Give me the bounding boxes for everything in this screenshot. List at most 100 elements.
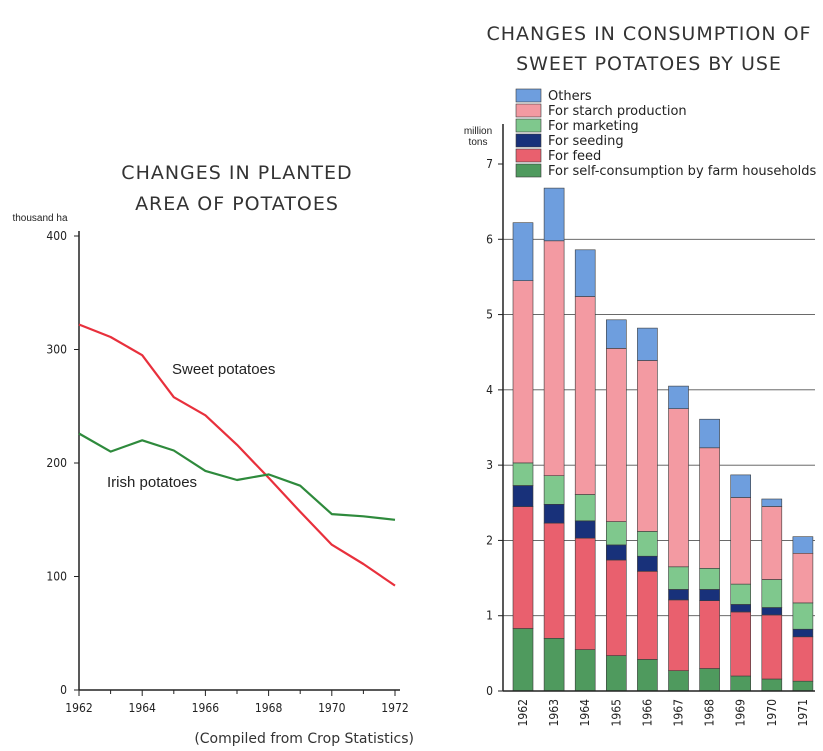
left-y-tick-label: 100	[46, 570, 67, 584]
bar-stack	[793, 537, 813, 691]
bar-segment	[669, 671, 689, 691]
bar-segment	[606, 348, 626, 521]
bar-segment	[575, 521, 595, 538]
legend-swatch	[516, 149, 541, 162]
bar-segment	[513, 463, 533, 486]
bar-segment	[793, 537, 813, 554]
bar-segment	[575, 250, 595, 297]
sweet-potatoes-label: Sweet potatoes	[172, 361, 275, 378]
left-x-tick-label: 1968	[255, 701, 283, 715]
bar-stack	[669, 386, 689, 691]
left-chart-title-line1: CHANGES IN PLANTED	[121, 162, 352, 184]
bar-segment	[513, 486, 533, 507]
bar-segment	[513, 507, 533, 629]
bar-segment	[575, 538, 595, 649]
right-chart-x-ticks: 1962 1963 1964 1965 1966 1967 1968 1969 1970 1971	[516, 699, 810, 727]
bar-segment	[575, 297, 595, 495]
bar-segment	[700, 589, 720, 600]
bar-segment	[731, 676, 751, 691]
right-chart-title-line1: CHANGES IN CONSUMPTION OF	[486, 23, 811, 45]
left-x-tick-label: 1972	[381, 701, 408, 715]
right-chart-y-ticks: 0 1 2 3 4 5 6 7	[486, 157, 503, 698]
legend-swatch	[516, 134, 541, 147]
bar-segment	[731, 475, 751, 498]
bar-segment	[544, 504, 564, 523]
right-chart-title-line2: SWEET POTATOES BY USE	[516, 53, 782, 75]
bar-segment	[700, 668, 720, 691]
bar-segment	[700, 601, 720, 669]
bar-segment	[637, 531, 657, 556]
bar-segment	[513, 223, 533, 281]
bar-segment	[700, 419, 720, 448]
bar-segment	[637, 361, 657, 532]
right-y-tick-label: 6	[486, 232, 493, 246]
bar-segment	[606, 656, 626, 691]
bar-segment	[513, 281, 533, 463]
bar-segment	[669, 386, 689, 409]
right-y-tick-label: 2	[486, 533, 493, 547]
left-y-tick-label: 300	[46, 343, 67, 357]
bar-segment	[669, 600, 689, 671]
legend-swatch	[516, 104, 541, 117]
bar-stack	[544, 188, 564, 691]
bar-segment	[606, 545, 626, 560]
left-x-tick-label: 1966	[192, 701, 220, 715]
bar-segment	[762, 580, 782, 608]
bar-segment	[544, 241, 564, 476]
legend-label: For feed	[548, 149, 601, 164]
bar-segment	[544, 188, 564, 241]
legend-label: For marketing	[548, 119, 639, 134]
bar-segment	[793, 629, 813, 637]
right-x-tick-label: 1963	[547, 699, 561, 726]
bar-stack	[606, 320, 626, 691]
bar-segment	[762, 615, 782, 679]
planted-area-chart: CHANGES IN PLANTED AREA OF POTATOES thou…	[12, 162, 414, 747]
bar-segment	[544, 523, 564, 638]
left-chart-axes	[79, 231, 400, 690]
bar-segment	[793, 637, 813, 681]
right-y-tick-label: 7	[486, 157, 493, 171]
bar-segment	[637, 659, 657, 691]
bar-segment	[731, 498, 751, 585]
bar-segment	[544, 638, 564, 691]
right-x-tick-label: 1964	[578, 699, 592, 727]
legend-swatch	[516, 119, 541, 132]
bar-stack	[762, 499, 782, 691]
right-chart-y-unit-line2: tons	[469, 137, 488, 148]
left-chart-y-ticks: 0 100 200 300 400	[46, 229, 79, 697]
bar-segment	[793, 603, 813, 629]
bar-segment	[637, 571, 657, 659]
bar-segment	[637, 328, 657, 360]
right-x-tick-label: 1966	[640, 699, 654, 727]
right-chart-y-unit-line1: million	[464, 126, 492, 137]
left-x-tick-label: 1970	[318, 701, 346, 715]
left-y-tick-label: 200	[46, 456, 67, 470]
bar-stack	[731, 475, 751, 691]
legend-label: Others	[548, 89, 592, 104]
bar-segment	[731, 604, 751, 612]
right-x-tick-label: 1967	[672, 699, 686, 726]
bar-segment	[544, 476, 564, 505]
bar-stack	[637, 328, 657, 691]
bar-segment	[669, 589, 689, 600]
bar-segment	[793, 681, 813, 691]
right-y-tick-label: 1	[486, 609, 493, 623]
left-chart-x-ticks: 1962 1964 1966 1968 1970 1972	[65, 690, 408, 715]
bar-segment	[637, 556, 657, 571]
bar-stack	[575, 250, 595, 691]
left-chart-title-line2: AREA OF POTATOES	[135, 193, 339, 215]
left-x-tick-label: 1962	[65, 701, 92, 715]
bar-segment	[700, 568, 720, 589]
bar-segment	[606, 560, 626, 656]
right-x-tick-label: 1971	[796, 699, 810, 726]
legend-label: For seeding	[548, 134, 624, 149]
legend-swatch	[516, 89, 541, 102]
bar-segment	[669, 409, 689, 567]
right-y-tick-label: 4	[486, 383, 493, 397]
legend-swatch	[516, 164, 541, 177]
right-y-tick-label: 0	[486, 684, 493, 698]
left-y-tick-label: 400	[46, 229, 67, 243]
bar-segment	[731, 612, 751, 676]
bar-stack	[513, 223, 533, 691]
